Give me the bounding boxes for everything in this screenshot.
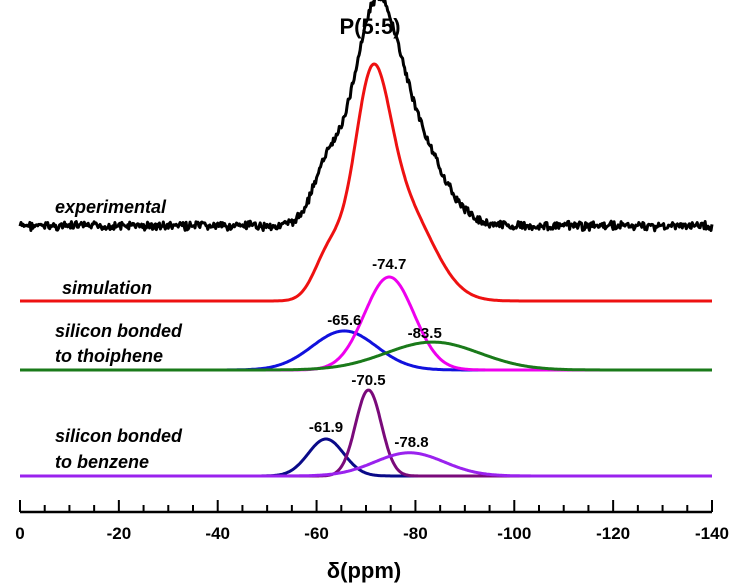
series-line-experimental <box>18 0 714 233</box>
x-tick-label: -120 <box>596 524 630 543</box>
x-axis: 0 -20 -40 -60 -80 -100 -120 -140 <box>15 500 729 543</box>
thiophene-label-line1: silicon bonded <box>55 321 183 341</box>
peak-label: -70.5 <box>351 372 385 389</box>
x-tick-label: -40 <box>205 524 230 543</box>
peak-label: -65.6 <box>327 312 361 329</box>
x-tick-label: 0 <box>15 524 24 543</box>
benzene-label-line2: to benzene <box>55 452 149 472</box>
x-tick-label: -60 <box>304 524 329 543</box>
plot-curves <box>18 0 714 478</box>
x-tick-label: -20 <box>107 524 132 543</box>
x-tick-label: -100 <box>497 524 531 543</box>
benzene-label-line1: silicon bonded <box>55 426 183 446</box>
series-line-thiophene-m83.5 <box>19 340 713 372</box>
peak-labels: -65.6 -74.7 -83.5 -61.9 -70.5 -78.8 <box>309 256 442 451</box>
peak-label: -74.7 <box>372 256 406 273</box>
peak-label: -83.5 <box>408 325 442 342</box>
simulation-label: simulation <box>62 278 152 298</box>
experimental-label: experimental <box>55 197 167 217</box>
x-axis-label: δ(ppm) <box>327 558 401 583</box>
peak-label: -78.8 <box>394 434 428 451</box>
series-line-simulation <box>19 62 713 303</box>
series-line-benzene-m78.8 <box>19 451 713 478</box>
x-tick-label: -80 <box>403 524 428 543</box>
thiophene-label-line2: to thoiphene <box>55 346 163 366</box>
x-tick-label: -140 <box>695 524 729 543</box>
peak-label: -61.9 <box>309 419 343 436</box>
